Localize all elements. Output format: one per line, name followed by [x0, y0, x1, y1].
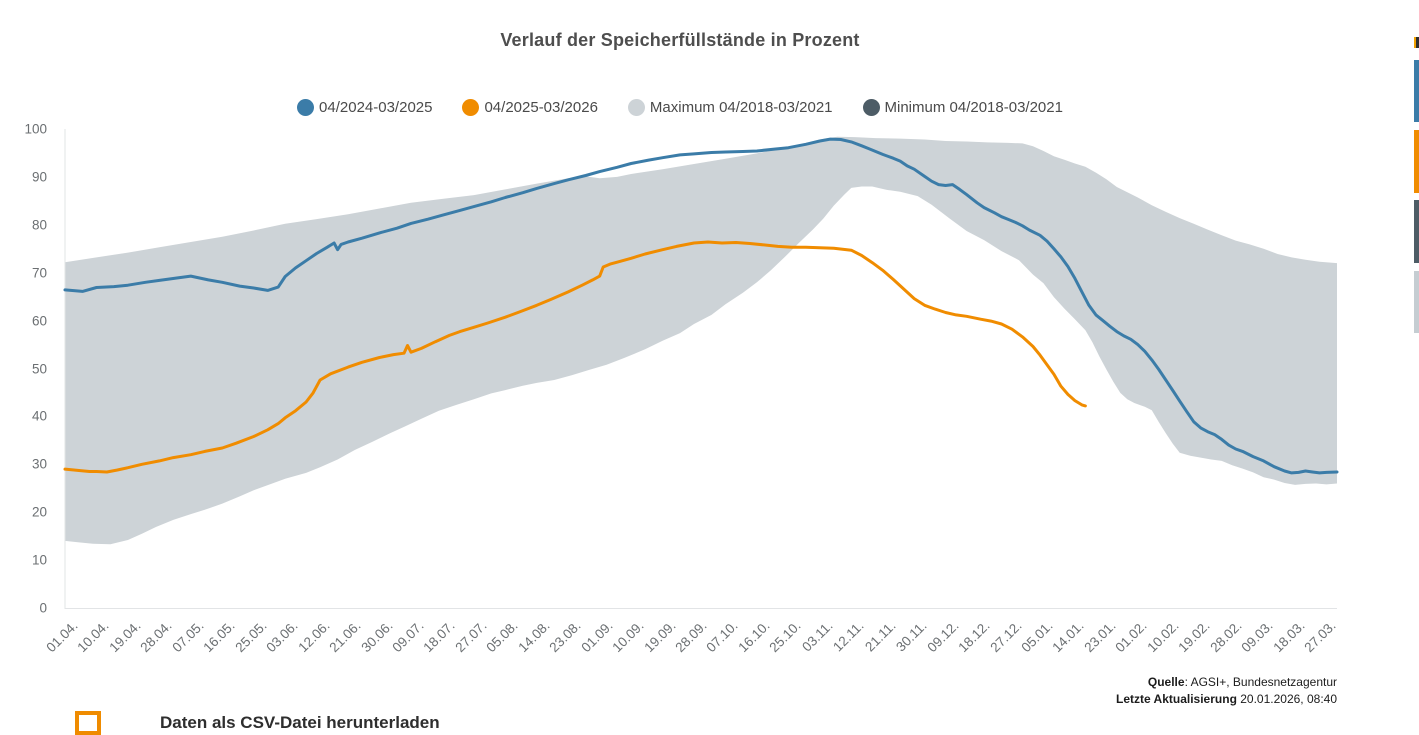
edge-swatch-orange: [1414, 130, 1419, 193]
last-update-line: Letzte Aktualisierung 20.01.2026, 08:40: [1115, 692, 1337, 706]
legend-marker-circle-icon: [627, 99, 645, 116]
edge-swatch-dark-gray: [1414, 200, 1419, 263]
y-axis-tick-label: 0: [39, 600, 47, 616]
y-axis-tick-label: 90: [31, 169, 47, 185]
y-axis-tick-label: 80: [31, 217, 47, 233]
download-label: Daten als CSV-Datei herunterladen: [160, 713, 440, 732]
series-line-2024-2025: [63, 137, 1339, 475]
legend-label: 04/2024-03/2025: [319, 99, 433, 116]
edge-swatch-partial: [1414, 37, 1419, 48]
min-max-band-area: [65, 136, 1337, 545]
legend-item-series-2024-2025[interactable]: 04/2024-03/2025: [297, 99, 432, 116]
y-axis-tick-label: 30: [31, 456, 47, 472]
legend-item-series-maximum[interactable]: Maximum 04/2018-03/2021: [627, 99, 833, 116]
legend-label: Minimum 04/2018-03/2021: [884, 99, 1063, 116]
y-axis-tick-label: 100: [24, 121, 47, 137]
legend-marker-circle-icon: [462, 99, 480, 116]
chart-legend: 04/2024-03/2025 04/2025-03/2026 Maximum 04…: [0, 99, 1360, 116]
y-axis-tick-label: 10: [31, 552, 47, 568]
legend-marker-circle-icon: [862, 99, 880, 116]
y-axis-tick-label: 60: [31, 313, 47, 329]
download-csv-link[interactable]: Daten als CSV-Datei herunterladen: [75, 711, 440, 735]
edge-swatch-blue: [1414, 60, 1419, 122]
y-axis-tick-label: 50: [31, 361, 47, 376]
y-axis-tick-label: 70: [31, 265, 47, 281]
download-icon: [75, 711, 101, 735]
source-line: Quelle: AGSI+, Bundesnetzagentur: [1147, 675, 1337, 689]
series-line-2025-2026: [63, 240, 1087, 474]
y-axis-tick-label: 40: [31, 408, 47, 424]
page-title: Verlauf der Speicherfüllstände in Prozen…: [500, 30, 860, 50]
legend-label: 04/2025-03/2026: [484, 99, 598, 116]
edge-swatch-light-gray: [1414, 271, 1419, 333]
legend-item-series-2025-2026[interactable]: 04/2025-03/2026: [462, 99, 598, 116]
legend-label: Maximum 04/2018-03/2021: [649, 99, 833, 116]
legend-item-series-minimum[interactable]: Minimum 04/2018-03/2021: [862, 99, 1063, 116]
source-note: Quelle: AGSI+, Bundesnetzagentur Letzte …: [1116, 674, 1337, 708]
y-axis-tick-label: 20: [31, 504, 47, 520]
legend-marker-circle-icon: [297, 99, 315, 116]
